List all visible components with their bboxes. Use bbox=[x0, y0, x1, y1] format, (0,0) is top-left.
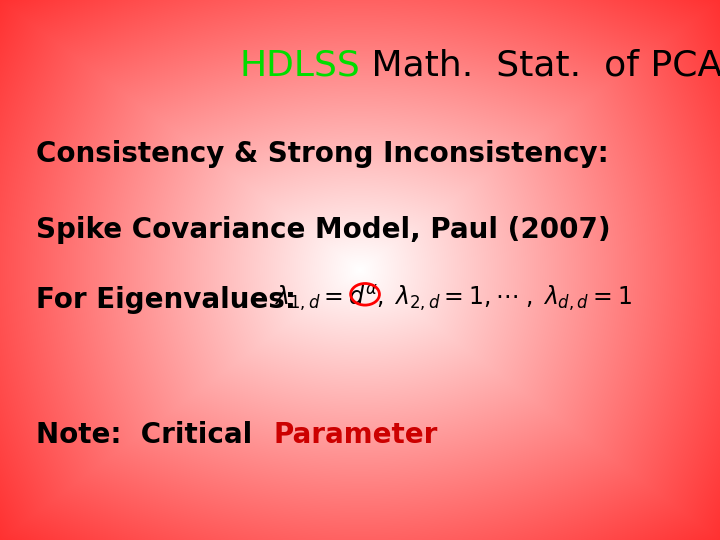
Text: Note:  Critical: Note: Critical bbox=[36, 421, 262, 449]
Text: Math.  Stat.  of PCA: Math. Stat. of PCA bbox=[360, 49, 720, 83]
Text: For Eigenvalues:: For Eigenvalues: bbox=[36, 286, 296, 314]
Text: HDLSS: HDLSS bbox=[239, 49, 360, 83]
Text: Consistency & Strong Inconsistency:: Consistency & Strong Inconsistency: bbox=[36, 140, 608, 168]
Text: Parameter: Parameter bbox=[274, 421, 438, 449]
Text: Spike Covariance Model, Paul (2007): Spike Covariance Model, Paul (2007) bbox=[36, 216, 611, 244]
Text: $\lambda_{1,d} = d^{\alpha},\; \lambda_{2,d} = 1,\cdots\;,\; \lambda_{d,d} = 1$: $\lambda_{1,d} = d^{\alpha},\; \lambda_{… bbox=[274, 284, 631, 314]
